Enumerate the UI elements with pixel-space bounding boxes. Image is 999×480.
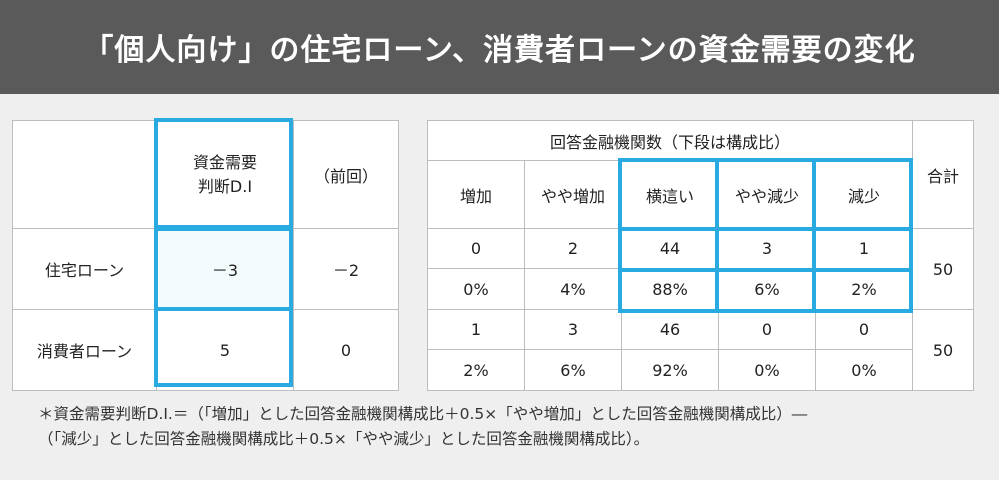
col-header: 増加 xyxy=(427,160,525,229)
di-value: 5 xyxy=(156,309,294,391)
col-header: 減少 xyxy=(815,160,913,229)
ratio-cell: 2% xyxy=(815,268,913,310)
prev-value: 0 xyxy=(293,309,399,391)
col-header: やや増加 xyxy=(524,160,622,229)
prev-header: （前回） xyxy=(293,120,399,229)
ratio-cell: 6% xyxy=(718,268,816,310)
total-header: 合計 xyxy=(912,120,974,229)
count-cell: 0 xyxy=(427,228,525,269)
ratio-cell: 4% xyxy=(524,268,622,310)
count-cell: 1 xyxy=(815,228,913,269)
response-table: 回答金融機関数（下段は構成比） 合計 増加 やや増加 横這い やや減少 減少 0… xyxy=(427,120,974,391)
count-cell: 2 xyxy=(524,228,622,269)
footnote-line-1: ＊資金需要判断D.I.＝（「増加」とした回答金融機関構成比＋0.5×「やや増加」… xyxy=(38,405,808,423)
ratio-cell: 0% xyxy=(427,268,525,310)
count-cell: 0 xyxy=(718,309,816,350)
col-header: 横這い xyxy=(621,160,719,229)
ratio-cell: 2% xyxy=(427,349,525,391)
ratio-cell: 0% xyxy=(815,349,913,391)
count-cell: 0 xyxy=(815,309,913,350)
col-header: やや減少 xyxy=(718,160,816,229)
corner-cell xyxy=(12,120,157,229)
ratio-cell: 0% xyxy=(718,349,816,391)
di-header: 資金需要 判断D.I xyxy=(156,120,294,229)
ratio-cell: 6% xyxy=(524,349,622,391)
count-cell: 46 xyxy=(621,309,719,350)
group-header: 回答金融機関数（下段は構成比） xyxy=(427,120,913,161)
count-cell: 44 xyxy=(621,228,719,269)
row-label: 住宅ローン xyxy=(12,228,157,310)
prev-value: －2 xyxy=(293,228,399,310)
count-cell: 3 xyxy=(718,228,816,269)
ratio-cell: 92% xyxy=(621,349,719,391)
ratio-cell: 88% xyxy=(621,268,719,310)
footnote-line-2: （「減少」とした回答金融機関構成比＋0.5×「やや減少」とした回答金融機関構成比… xyxy=(38,430,650,448)
row-label: 消費者ローン xyxy=(12,309,157,391)
di-table: 資金需要 判断D.I （前回） 住宅ローン －3 －2 消費者ローン 5 0 xyxy=(12,120,399,391)
total-cell: 50 xyxy=(912,228,974,310)
page-title: 「個人向け」の住宅ローン、消費者ローンの資金需要の変化 xyxy=(0,0,999,94)
total-cell: 50 xyxy=(912,309,974,391)
count-cell: 1 xyxy=(427,309,525,350)
count-cell: 3 xyxy=(524,309,622,350)
footnote: ＊資金需要判断D.I.＝（「増加」とした回答金融機関構成比＋0.5×「やや増加」… xyxy=(38,402,807,452)
di-value: －3 xyxy=(156,228,294,310)
